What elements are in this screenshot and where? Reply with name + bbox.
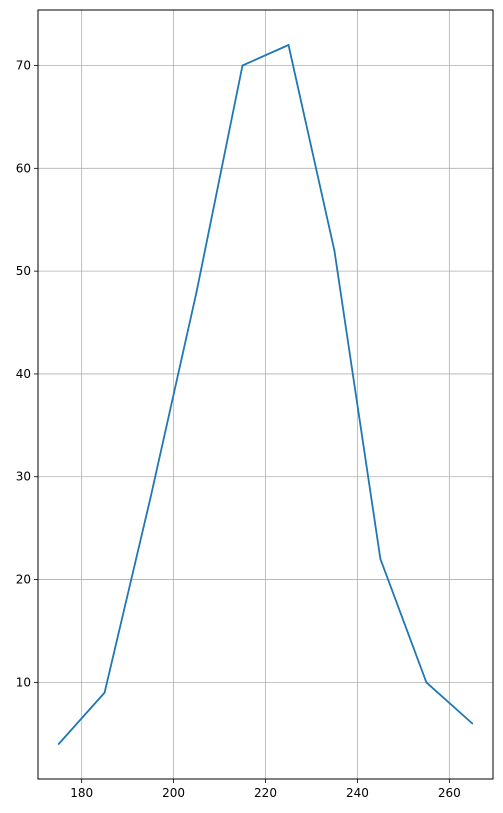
- data-point: [58, 743, 60, 745]
- data-point: [104, 692, 106, 694]
- data-point: [425, 681, 427, 683]
- data-point: [196, 291, 198, 293]
- data-point: [379, 558, 381, 560]
- x-tick-label: 180: [70, 786, 93, 800]
- x-tick-label: 240: [346, 786, 369, 800]
- y-tick-label: 10: [16, 675, 31, 689]
- y-tick-label: 70: [16, 59, 31, 73]
- data-point: [334, 250, 336, 252]
- data-point: [242, 65, 244, 67]
- x-tick-label: 220: [254, 786, 277, 800]
- data-point: [288, 44, 290, 46]
- y-tick-label: 30: [16, 470, 31, 484]
- data-point: [150, 496, 152, 498]
- y-tick-label: 40: [16, 367, 31, 381]
- data-point: [471, 723, 473, 725]
- x-tick-label: 260: [438, 786, 461, 800]
- y-tick-label: 60: [16, 161, 31, 175]
- x-tick-label: 200: [162, 786, 185, 800]
- y-tick-label: 50: [16, 264, 31, 278]
- y-tick-label: 20: [16, 573, 31, 587]
